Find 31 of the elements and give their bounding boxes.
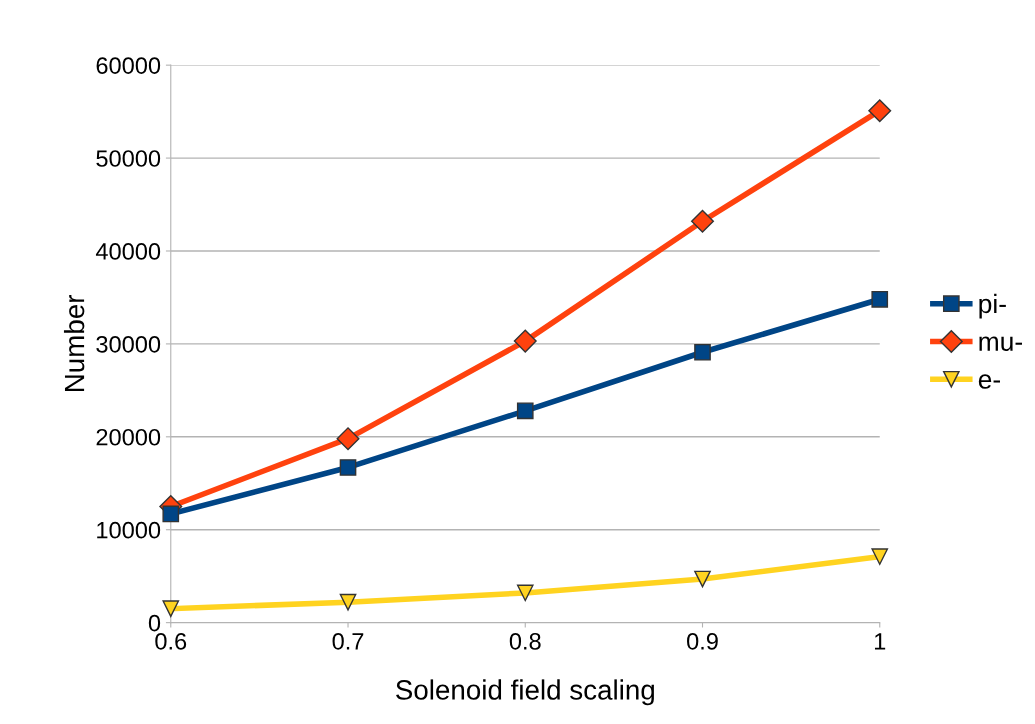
x-tick-label: 1 (874, 633, 886, 650)
point (516, 584, 534, 602)
y-tick-label: 0 (148, 614, 161, 632)
point (694, 343, 711, 361)
legend-label: mu- (979, 336, 1022, 351)
point (162, 600, 180, 618)
x-tick-label: 0.7 (332, 632, 364, 650)
point (691, 209, 715, 233)
legend-label: pi- (979, 293, 1006, 319)
y-tick-label: 50000 (96, 150, 161, 167)
y-axis-title: Number (63, 294, 85, 392)
point (336, 427, 360, 451)
y-tick-label: 40000 (95, 243, 161, 260)
x-tick-label: 0.6 (155, 632, 187, 650)
point (694, 570, 711, 588)
point (871, 290, 889, 308)
y-tick-label: 60000 (96, 57, 161, 74)
y-tick-label: 10000 (97, 521, 161, 539)
x-axis-title: Solenoid field scaling (396, 679, 654, 706)
legend-label: e- (978, 374, 1000, 389)
x-tick-label: 0.8 (509, 632, 541, 650)
x-tick-label: 0.9 (687, 632, 718, 650)
point (339, 459, 357, 476)
point (339, 593, 357, 611)
point (162, 505, 180, 523)
point (868, 99, 892, 123)
point (516, 402, 534, 420)
point (513, 329, 537, 353)
point (871, 548, 889, 566)
y-tick-label: 20000 (96, 428, 161, 446)
y-tick-label: 30000 (96, 335, 161, 353)
